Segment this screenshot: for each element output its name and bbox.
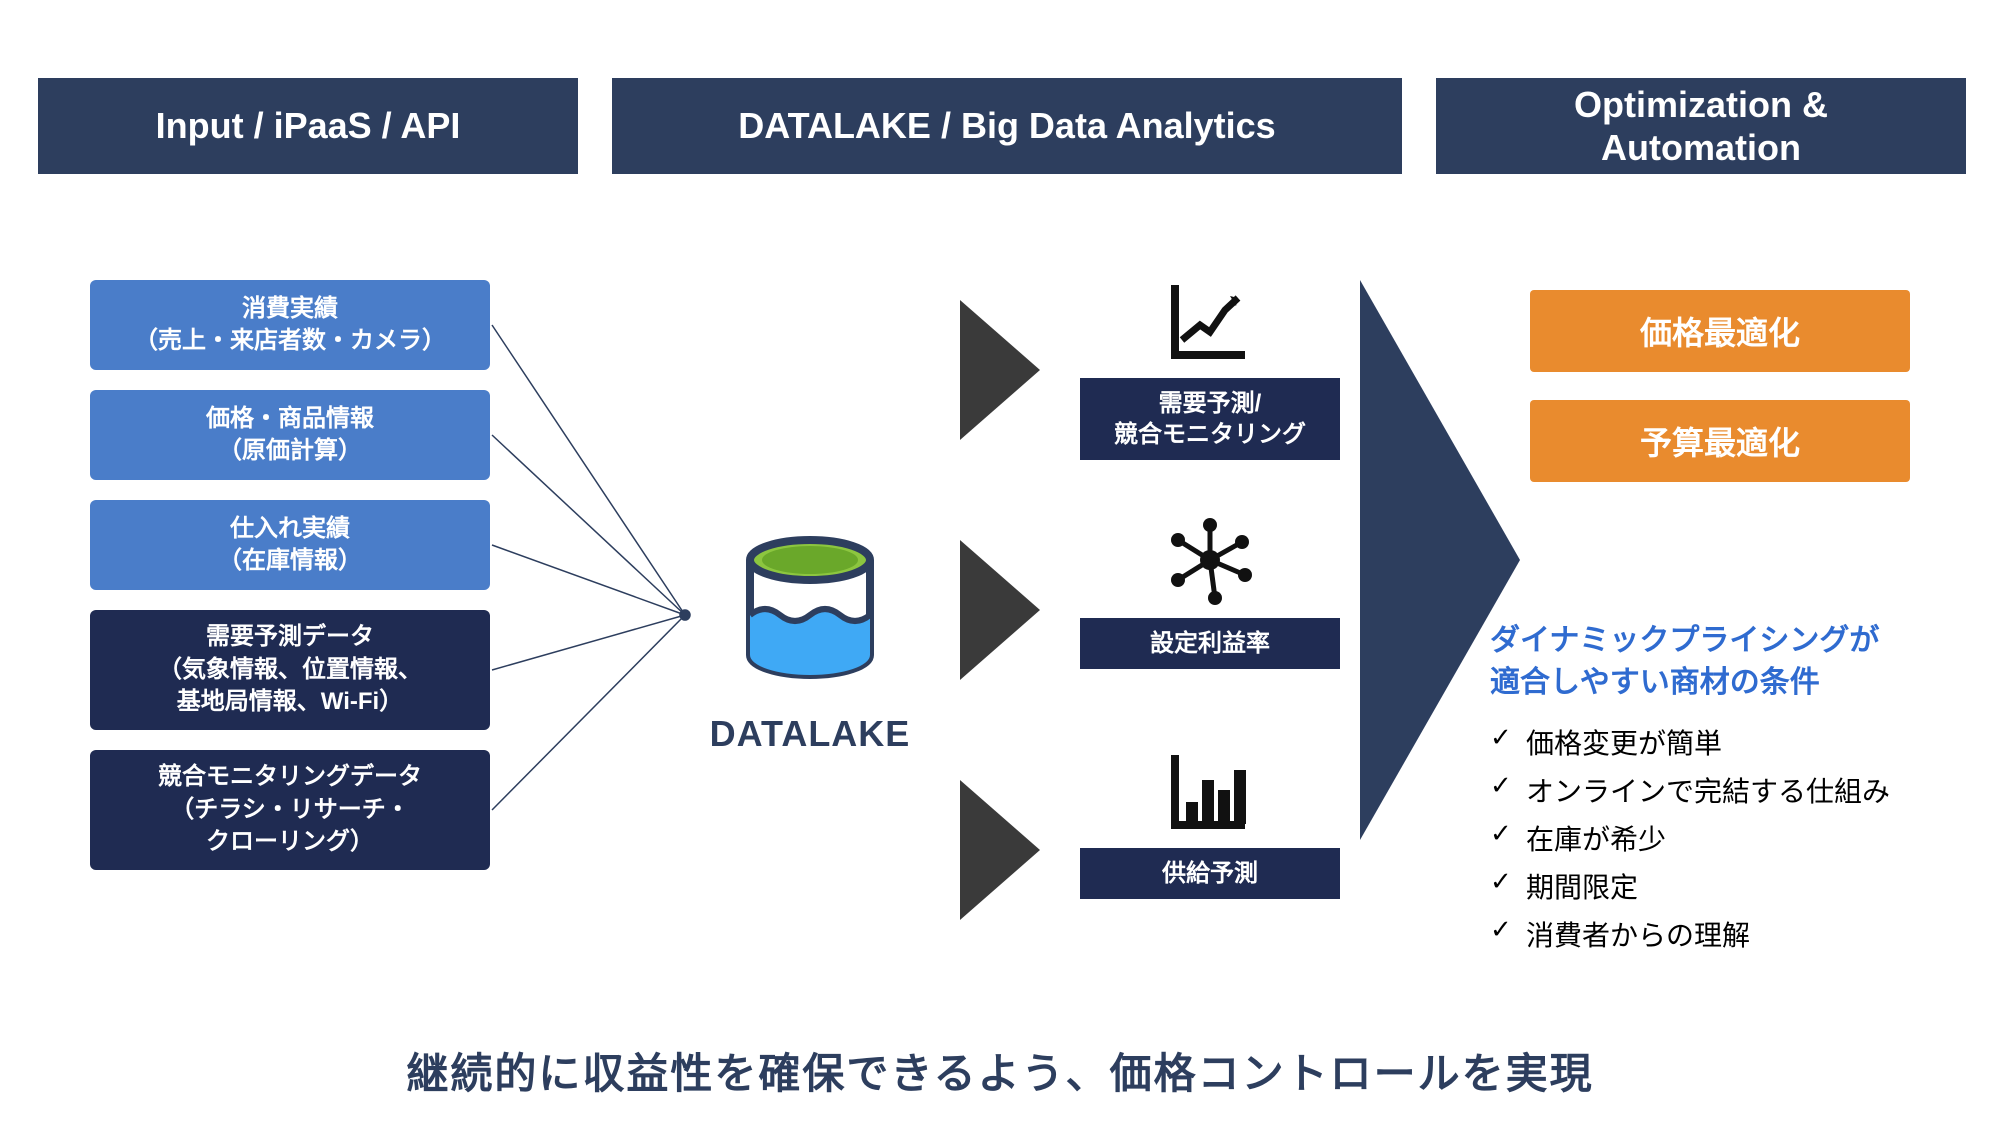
header-opt: Optimization & Automation	[1436, 78, 1966, 174]
conditions-block: ダイナミックプライシングが 適合しやすい商材の条件 価格変更が簡単オンラインで完…	[1490, 620, 1970, 958]
chart-up-icon	[1150, 270, 1270, 370]
mid-arrow-1	[960, 540, 1040, 680]
bottom-statement: 継続的に収益性を確保できるよう、価格コントロールを実現	[0, 1040, 2000, 1101]
input-box-2: 仕入れ実績（在庫情報）	[90, 500, 490, 590]
conditions-list: 価格変更が簡単オンラインで完結する仕組み在庫が希少期間限定消費者からの理解	[1490, 718, 1970, 958]
analytics-item-1: 設定利益率	[1080, 510, 1340, 669]
condition-item-2: 在庫が希少	[1490, 814, 1970, 862]
network-icon	[1150, 510, 1270, 610]
condition-item-3: 期間限定	[1490, 862, 1970, 910]
analytics-label-2: 供給予測	[1080, 848, 1340, 899]
mid-arrow-2	[960, 780, 1040, 920]
condition-item-4: 消費者からの理解	[1490, 910, 1970, 958]
condition-item-0: 価格変更が簡単	[1490, 718, 1970, 766]
header-datalake: DATALAKE / Big Data Analytics	[612, 78, 1402, 174]
analytics-item-0: 需要予測/ 競合モニタリング	[1080, 270, 1340, 460]
bars-icon	[1150, 740, 1270, 840]
input-box-3: 需要予測データ（気象情報、位置情報、 基地局情報、Wi-Fi）	[90, 610, 490, 730]
datalake-label: DATALAKE	[700, 713, 920, 755]
mid-arrow-0	[960, 300, 1040, 440]
opt-box-1: 予算最適化	[1530, 400, 1910, 482]
analytics-label-1: 設定利益率	[1080, 618, 1340, 669]
opt-box-0: 価格最適化	[1530, 290, 1910, 372]
header-input: Input / iPaaS / API	[38, 78, 578, 174]
analytics-label-0: 需要予測/ 競合モニタリング	[1080, 378, 1340, 460]
input-box-4: 競合モニタリングデータ（チラシ・リサーチ・ クローリング）	[90, 750, 490, 870]
input-box-0: 消費実績（売上・来店者数・カメラ）	[90, 280, 490, 370]
datalake-block: DATALAKE	[700, 530, 920, 755]
datalake-icon	[730, 530, 890, 700]
input-box-1: 価格・商品情報（原価計算）	[90, 390, 490, 480]
analytics-item-2: 供給予測	[1080, 740, 1340, 899]
conditions-title: ダイナミックプライシングが 適合しやすい商材の条件	[1490, 620, 1970, 704]
condition-item-1: オンラインで完結する仕組み	[1490, 766, 1970, 814]
